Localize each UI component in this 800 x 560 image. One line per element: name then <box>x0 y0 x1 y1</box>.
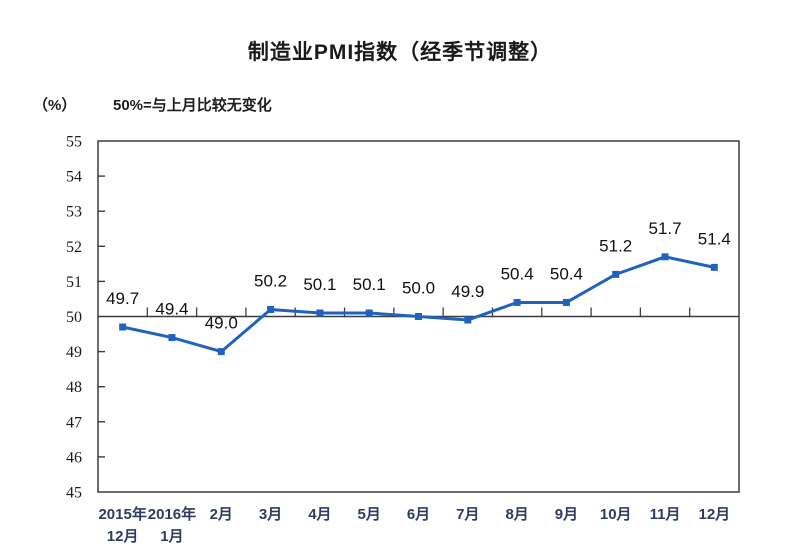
x-tick-label: 4月 <box>308 506 331 523</box>
x-tick-label-line2: 12月 <box>107 528 139 545</box>
data-point-marker <box>316 309 324 317</box>
x-tick-label-line2: 1月 <box>160 528 183 545</box>
x-tick-label: 8月 <box>505 506 528 523</box>
y-tick-label: 47 <box>66 414 82 431</box>
x-tick-label: 11月 <box>650 506 681 523</box>
data-label: 51.2 <box>599 236 632 255</box>
y-tick-label: 45 <box>66 485 82 502</box>
y-tick-label: 48 <box>66 379 82 396</box>
data-point-marker <box>415 313 422 320</box>
x-tick-label: 3月 <box>259 506 282 523</box>
x-tick-label: 7月 <box>456 506 479 523</box>
y-tick-label: 52 <box>66 239 82 256</box>
x-tick-label: 2月 <box>210 506 233 523</box>
data-label: 50.1 <box>303 275 336 294</box>
data-label: 49.4 <box>155 300 188 319</box>
data-label: 50.4 <box>550 264 583 283</box>
x-tick-label: 9月 <box>555 506 578 523</box>
data-point-marker <box>217 348 225 356</box>
y-tick-label: 53 <box>66 204 82 221</box>
data-point-marker <box>661 253 669 261</box>
reference-note: 50%=与上月比较无变化 <box>113 97 272 114</box>
data-point-marker <box>710 263 718 271</box>
y-tick-label: 49 <box>66 344 82 361</box>
data-point-marker <box>612 270 620 278</box>
y-tick-label: 46 <box>66 449 82 466</box>
x-tick-label: 5月 <box>358 506 381 523</box>
data-label: 49.7 <box>106 289 139 308</box>
data-label: 51.7 <box>648 219 681 238</box>
y-tick-label: 54 <box>66 169 82 186</box>
pmi-line-series <box>122 255 715 354</box>
data-label: 50.4 <box>501 264 534 283</box>
data-label: 49.0 <box>205 314 238 333</box>
y-tick-label: 50 <box>66 309 82 326</box>
x-tick-label: 12月 <box>699 506 731 523</box>
y-tick-label: 55 <box>66 134 82 151</box>
x-tick-label: 2015年 <box>98 505 146 523</box>
x-tick-label: 6月 <box>407 506 430 523</box>
data-point-marker <box>365 309 373 317</box>
data-label: 50.2 <box>254 271 287 290</box>
data-label: 50.1 <box>353 275 386 294</box>
data-point-marker <box>464 316 472 324</box>
x-tick-label: 10月 <box>600 506 632 523</box>
data-label: 50.0 <box>402 279 435 298</box>
y-tick-label: 51 <box>66 274 82 291</box>
data-point-marker <box>562 298 570 306</box>
x-tick-label: 2016年 <box>148 505 196 523</box>
data-label: 49.9 <box>451 282 484 301</box>
data-point-marker <box>119 323 127 331</box>
data-point-marker <box>168 334 176 342</box>
chart-title: 制造业PMI指数（经季节调整） <box>247 41 553 64</box>
data-point-marker <box>267 305 275 313</box>
data-label: 51.4 <box>698 229 731 248</box>
y-axis-unit-label: （%） <box>33 97 77 114</box>
data-point-marker <box>513 298 521 306</box>
